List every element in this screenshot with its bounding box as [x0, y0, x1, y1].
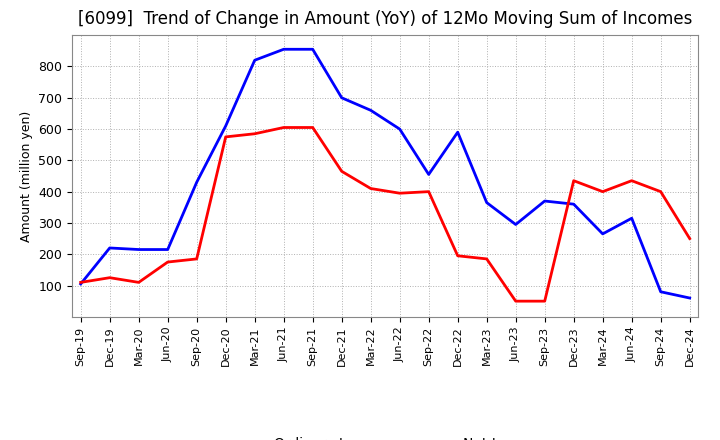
Ordinary Income [454, 129, 462, 135]
Net Income [192, 256, 201, 261]
Ordinary Income [163, 247, 172, 252]
Legend: Ordinary Income, Net Income: Ordinary Income, Net Income [222, 431, 548, 440]
Ordinary Income [627, 216, 636, 221]
Net Income [366, 186, 375, 191]
Net Income [76, 280, 85, 285]
Y-axis label: Amount (million yen): Amount (million yen) [19, 110, 32, 242]
Net Income [482, 256, 491, 261]
Ordinary Income [541, 198, 549, 204]
Ordinary Income [251, 58, 259, 63]
Ordinary Income [279, 47, 288, 52]
Ordinary Income [657, 289, 665, 294]
Ordinary Income [308, 47, 317, 52]
Ordinary Income [105, 246, 114, 251]
Ordinary Income [395, 126, 404, 132]
Ordinary Income [192, 180, 201, 185]
Ordinary Income [366, 108, 375, 113]
Ordinary Income [511, 222, 520, 227]
Ordinary Income [221, 123, 230, 128]
Net Income [163, 260, 172, 265]
Ordinary Income [482, 200, 491, 205]
Net Income [395, 191, 404, 196]
Ordinary Income [570, 202, 578, 207]
Net Income [570, 178, 578, 183]
Net Income [338, 169, 346, 174]
Net Income [105, 275, 114, 280]
Net Income [424, 189, 433, 194]
Line: Ordinary Income: Ordinary Income [81, 49, 690, 298]
Net Income [685, 236, 694, 241]
Net Income [657, 189, 665, 194]
Ordinary Income [338, 95, 346, 100]
Net Income [454, 253, 462, 258]
Ordinary Income [135, 247, 143, 252]
Title: [6099]  Trend of Change in Amount (YoY) of 12Mo Moving Sum of Incomes: [6099] Trend of Change in Amount (YoY) o… [78, 10, 693, 28]
Ordinary Income [424, 172, 433, 177]
Net Income [598, 189, 607, 194]
Ordinary Income [598, 231, 607, 237]
Net Income [135, 280, 143, 285]
Net Income [627, 178, 636, 183]
Ordinary Income [685, 295, 694, 301]
Net Income [279, 125, 288, 130]
Net Income [221, 134, 230, 139]
Net Income [251, 131, 259, 136]
Line: Net Income: Net Income [81, 128, 690, 301]
Net Income [541, 298, 549, 304]
Net Income [511, 298, 520, 304]
Ordinary Income [76, 281, 85, 286]
Net Income [308, 125, 317, 130]
